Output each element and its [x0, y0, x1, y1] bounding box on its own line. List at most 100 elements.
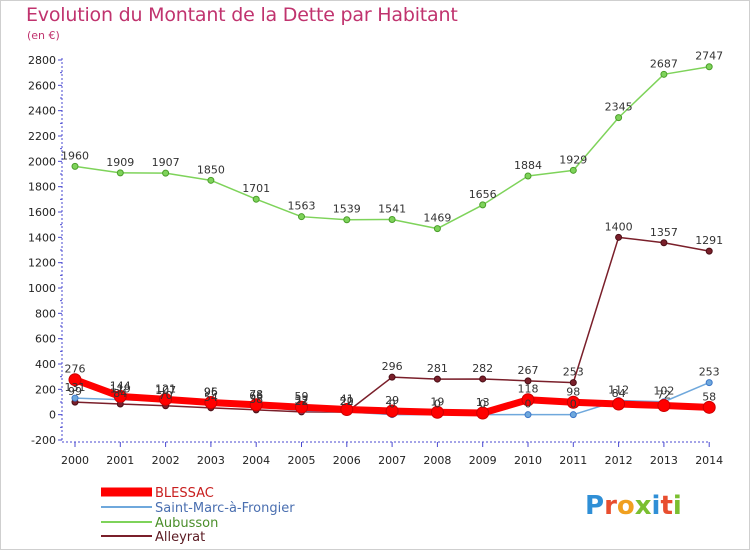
data-point: [479, 375, 487, 383]
x-tick-label: 2005: [288, 454, 316, 467]
data-label: 121: [155, 382, 176, 395]
data-label: 102: [653, 385, 674, 398]
data-label: 95: [204, 386, 218, 399]
data-point: [524, 411, 532, 419]
y-tick-label: 800: [35, 307, 56, 320]
data-label: 98: [566, 385, 580, 398]
series-layer: [68, 63, 716, 420]
data-label: 282: [472, 362, 493, 375]
data-point: [388, 373, 396, 381]
data-label: 1960: [61, 149, 89, 162]
x-tick-label: 2014: [695, 454, 723, 467]
data-label: 1357: [650, 226, 678, 239]
logo-letter: x: [634, 491, 652, 521]
data-label: 119: [110, 383, 131, 396]
y-tick-label: 2000: [28, 155, 56, 168]
data-label: 19: [430, 395, 444, 408]
logo-letter: t: [660, 491, 673, 521]
logo-letter: i: [672, 491, 682, 521]
data-point: [615, 233, 623, 241]
data-label: 22: [295, 395, 309, 408]
data-point: [569, 379, 577, 387]
data-label: 1539: [333, 203, 361, 216]
y-tick-label: 2200: [28, 130, 56, 143]
y-tick-label: 2600: [28, 79, 56, 92]
data-label: 32: [295, 394, 309, 407]
data-point: [615, 114, 623, 122]
data-label: 0: [479, 398, 486, 411]
data-label: 59: [295, 390, 309, 403]
data-label: 0: [570, 398, 577, 411]
data-point: [71, 162, 79, 170]
data-label: 1291: [695, 234, 723, 247]
data-label: 96: [204, 386, 218, 399]
x-tick-label: 2004: [242, 454, 270, 467]
data-label: 20: [340, 395, 354, 408]
y-tick-label: 600: [35, 333, 56, 346]
data-label: 84: [612, 387, 626, 400]
data-label: 72: [657, 389, 671, 402]
y-tick-label: 400: [35, 358, 56, 371]
data-point: [116, 169, 124, 177]
data-label: 1850: [197, 163, 225, 176]
data-label: 13: [476, 396, 490, 409]
data-label: 112: [608, 383, 629, 396]
chart-subtitle: (en €): [27, 29, 60, 42]
data-point: [385, 404, 399, 418]
y-tick-label: 0: [49, 409, 56, 422]
data-point: [569, 166, 577, 174]
data-point: [207, 176, 215, 184]
x-tick-label: 2002: [152, 454, 180, 467]
data-point: [433, 375, 441, 383]
data-label: 267: [518, 364, 539, 377]
logo-letter: r: [604, 491, 617, 521]
data-point: [705, 247, 713, 255]
x-tick-label: 2006: [333, 454, 361, 467]
legend-label: Aubusson: [155, 516, 218, 531]
x-tick-label: 2001: [106, 454, 134, 467]
data-label: 0: [525, 398, 532, 411]
legend-label: BLESSAC: [155, 486, 214, 501]
y-tick-label: 1400: [28, 231, 56, 244]
data-point: [204, 396, 218, 410]
data-label: 1701: [242, 182, 270, 195]
data-point: [249, 398, 263, 412]
data-point: [295, 400, 308, 414]
x-tick-label: 2013: [650, 454, 678, 467]
y-tick-label: 1600: [28, 206, 56, 219]
logo-letter: i: [651, 491, 661, 521]
data-point: [252, 195, 260, 203]
data-point: [430, 405, 444, 419]
data-label: 253: [699, 366, 720, 379]
data-label: 41: [340, 392, 354, 405]
y-tick-label: 1800: [28, 181, 56, 194]
data-point: [702, 400, 716, 414]
data-point: [340, 402, 354, 416]
data-label: 276: [65, 363, 86, 376]
data-label: 1656: [469, 188, 497, 201]
x-tick-label: 2000: [61, 454, 89, 467]
data-label: 107: [155, 384, 176, 397]
x-tick-label: 2009: [469, 454, 497, 467]
data-label: 84: [113, 387, 127, 400]
data-point: [479, 201, 487, 209]
data-label: 0: [389, 398, 396, 411]
data-label: 58: [702, 390, 716, 403]
legend-label: Saint-Marc-à-Frongier: [155, 501, 295, 516]
proxiti-logo: Proxiti: [585, 491, 682, 521]
data-label: 253: [563, 366, 584, 379]
data-label: 99: [68, 385, 82, 398]
x-tick-label: 2007: [378, 454, 406, 467]
data-point: [159, 392, 173, 406]
y-tick-label: 1000: [28, 282, 56, 295]
chart-title: Evolution du Montant de la Dette par Hab…: [26, 4, 458, 26]
logo-letter: P: [585, 491, 605, 521]
data-label: 1907: [152, 156, 180, 169]
data-point: [113, 389, 127, 403]
x-tick-label: 2003: [197, 454, 225, 467]
data-label: 1884: [514, 159, 542, 172]
data-label: 1563: [288, 200, 316, 213]
data-point: [68, 373, 82, 387]
data-point: [705, 379, 713, 387]
